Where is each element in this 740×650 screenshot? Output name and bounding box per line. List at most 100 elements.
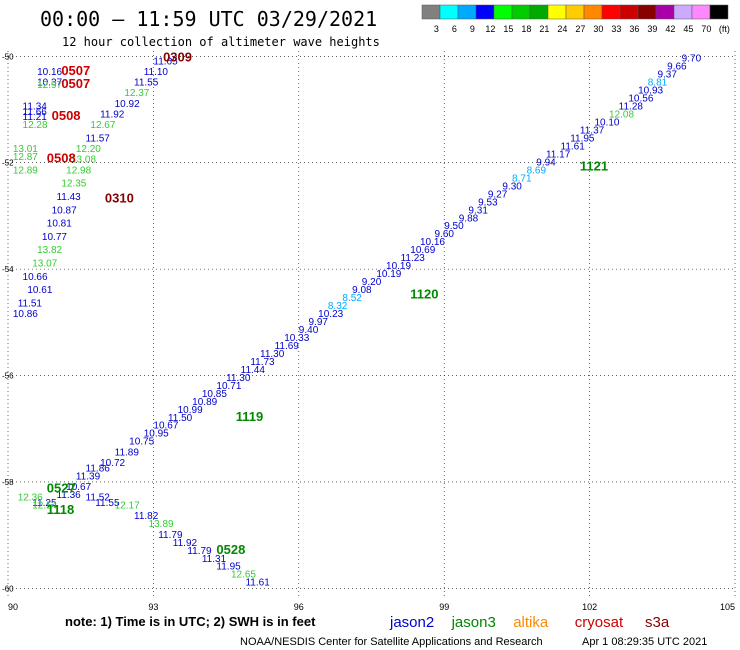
swh-value-label: 11.86 (86, 463, 111, 474)
swh-value-label: 11.66 (23, 107, 48, 118)
swh-value-label: 11.30 (260, 349, 285, 360)
colorbar-label: 70 (701, 24, 711, 34)
swh-value-label: 11.25 (32, 498, 57, 509)
colorbar-label: 33 (611, 24, 621, 34)
y-tick-label: -56 (2, 372, 14, 381)
x-tick-label: 102 (582, 602, 597, 612)
swh-value-label: 10.69 (410, 245, 435, 256)
colorbar-swatch (547, 4, 567, 20)
swh-value-label: 9.50 (444, 221, 464, 232)
swh-value-label: 10.72 (100, 458, 125, 469)
swh-value-label: 10.23 (318, 309, 343, 320)
colorbar-label: 45 (683, 24, 693, 34)
colorbar-label: 39 (647, 24, 657, 34)
swh-value-label: 11.34 (23, 102, 48, 113)
swh-value-label: 11.57 (86, 133, 111, 144)
swh-value-label: 9.20 (362, 277, 382, 288)
colorbar-label: 21 (539, 24, 549, 34)
swh-value-label: 9.60 (435, 229, 455, 240)
swh-value-label: 11.79 (158, 530, 183, 541)
swh-value-label: 9.70 (682, 54, 702, 65)
pass-id-label: 0527 (47, 481, 76, 496)
swh-value-label: 10.85 (202, 389, 227, 400)
footer-note: note: 1) Time is in UTC; 2) SWH is in fe… (65, 614, 316, 629)
colorbar-label: 30 (593, 24, 603, 34)
data-points: 9.709.669.378.8110.9310.5611.2812.0810.1… (13, 54, 702, 589)
swh-value-label: 12.35 (61, 179, 86, 190)
swh-value-label: 10.99 (178, 405, 203, 416)
swh-value-label: 12.65 (231, 570, 256, 581)
y-tick-label: -60 (2, 584, 14, 593)
swh-value-label: 11.23 (401, 253, 426, 264)
colorbar-swatch (709, 4, 729, 20)
swh-value-label: 9.08 (352, 285, 372, 296)
x-tick-label: 90 (8, 602, 18, 612)
swh-value-label: 10.87 (52, 205, 77, 216)
swh-value-label: 11.36 (56, 490, 81, 501)
swh-value-label: 9.37 (657, 70, 677, 81)
swh-value-label: 11.21 (23, 112, 48, 123)
swh-value-label: 10.61 (27, 285, 52, 296)
swh-value-label: 10.67 (66, 482, 91, 493)
swh-value-label: 12.87 (13, 152, 38, 163)
swh-value-label: 11.51 (18, 298, 43, 309)
swh-value-label: 10.19 (386, 261, 411, 272)
swh-value-label: 11.61 (245, 578, 270, 589)
colorbar-swatch (439, 4, 459, 20)
swh-value-label: 10.67 (153, 421, 178, 432)
colorbar-swatch (457, 4, 477, 20)
colorbar-label: 18 (521, 24, 531, 34)
swh-value-label: 11.30 (226, 373, 251, 384)
swh-value-label: 12.98 (66, 165, 91, 176)
colorbar-swatch (601, 4, 621, 20)
colorbar: 3 6 9 12 15 18 21 24 27 30 33 36 39 42 45 70 (ft) (421, 4, 730, 34)
pass-id-label: 0507 (61, 76, 90, 91)
colorbar-swatch (493, 4, 513, 20)
pass-id-label: 0508 (47, 151, 76, 166)
chart-subtitle: 12 hour collection of altimeter wave hei… (62, 35, 380, 49)
colorbar-label: (ft) (719, 24, 730, 34)
swh-value-label: 9.97 (308, 317, 328, 328)
swh-value-label: 9.40 (299, 325, 319, 336)
colorbar-label: 9 (470, 24, 475, 34)
pass-id-label: 0309 (163, 50, 192, 65)
swh-value-label: 9.27 (488, 189, 508, 200)
y-tick-label: -58 (2, 478, 14, 487)
x-tick-label: 99 (439, 602, 449, 612)
swh-value-label: 12.20 (76, 144, 101, 155)
pass-id-label: 1121 (580, 159, 608, 174)
satellite-legend: jason2 jason3 altika cryosat s3a (389, 614, 670, 631)
colorbar-label: 36 (629, 24, 639, 34)
colorbar-label: 6 (452, 24, 457, 34)
swh-value-label: 11.17 (546, 149, 571, 160)
x-tick-label: 93 (148, 602, 158, 612)
colorbar-label: 27 (575, 24, 585, 34)
colorbar-swatch (691, 4, 711, 20)
swh-value-label: 11.92 (173, 538, 198, 549)
swh-value-label: 11.61 (561, 141, 586, 152)
y-axis-ticks: -50 -52 -54 -56 -58 -60 (2, 52, 14, 593)
swh-value-label: 11.79 (187, 546, 212, 557)
swh-value-label: 11.50 (168, 413, 193, 424)
colorbar-swatch (655, 4, 675, 20)
swh-value-label: 10.75 (129, 437, 154, 448)
swh-value-label: 10.71 (216, 381, 241, 392)
swh-value-label: 12.67 (90, 120, 115, 131)
colorbar-swatch (637, 4, 657, 20)
plot-area: 90 93 96 99 102 105 -50-52-54-56-58-60 9.709.… (2, 50, 736, 612)
swh-value-label: 13.01 (13, 144, 38, 155)
swh-value-label: 10.95 (144, 429, 169, 440)
y-tick-label: -52 (2, 159, 14, 168)
swh-value-label: 8.52 (342, 293, 362, 304)
swh-value-label: 11.65 (153, 56, 178, 67)
swh-value-label: 8.81 (648, 78, 668, 89)
swh-value-label: 11.89 (115, 447, 140, 458)
swh-value-label: 9.94 (536, 157, 556, 168)
legend-entry: altika (513, 614, 549, 631)
colorbar-swatch (583, 4, 603, 20)
swh-value-label: 11.69 (275, 341, 300, 352)
swh-value-label: 13.08 (71, 155, 96, 166)
swh-value-label: 11.82 (134, 511, 159, 522)
colorbar-swatch (619, 4, 639, 20)
